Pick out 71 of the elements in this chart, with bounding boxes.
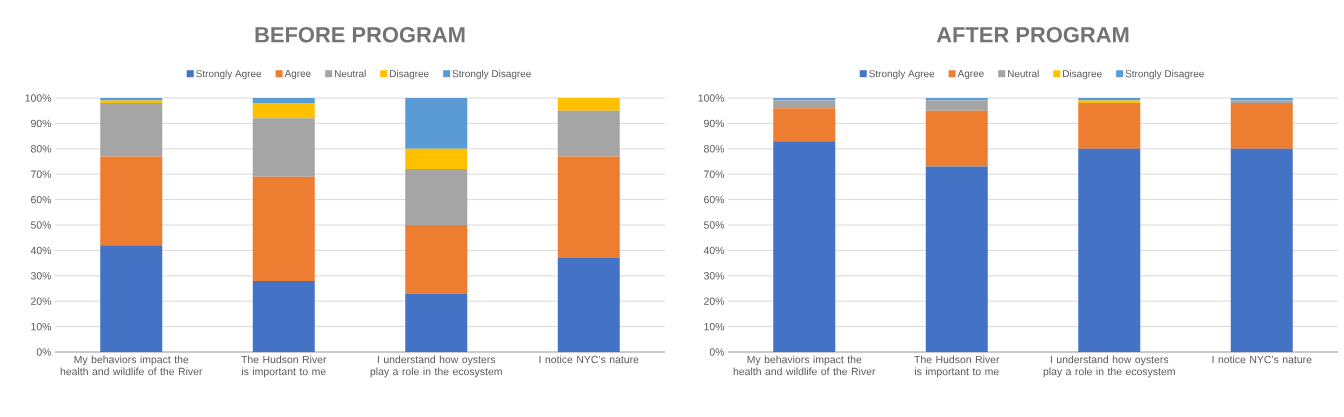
bar xyxy=(405,98,468,149)
y-tick-label: 60% xyxy=(704,195,725,204)
bar xyxy=(773,108,836,142)
legend-label: Agree xyxy=(957,70,984,79)
y-tick-label: 20% xyxy=(704,297,725,305)
bar xyxy=(100,103,163,157)
y-tick-label: 10% xyxy=(704,322,725,331)
y-tick-label: 90% xyxy=(704,119,725,128)
bar xyxy=(252,103,315,119)
y-tick-label: 50% xyxy=(30,221,52,229)
y-tick-label: 10% xyxy=(31,322,52,331)
legend-label: Strongly Disagree xyxy=(1125,69,1204,80)
bar xyxy=(925,166,988,352)
x-tick-label: I notice NYC’s nature xyxy=(1212,355,1312,364)
y-tick-label: 30% xyxy=(30,272,52,280)
bar xyxy=(252,118,315,177)
chart-title: AFTER PROGRAM xyxy=(936,26,1129,43)
chart-title: BEFORE PROGRAM xyxy=(255,26,465,43)
y-tick-label: 0% xyxy=(36,348,52,356)
bar xyxy=(557,258,620,352)
bar xyxy=(405,169,468,225)
bar xyxy=(925,98,988,101)
bar xyxy=(925,110,988,167)
legend-label: Strongly Agree xyxy=(196,69,262,80)
y-tick-label: 30% xyxy=(703,272,725,280)
bar xyxy=(1230,148,1293,352)
bar xyxy=(100,156,163,246)
x-tick-label: I notice NYC’s nature xyxy=(539,355,639,364)
legend-label: Disagree xyxy=(1063,69,1102,80)
bar xyxy=(773,100,836,109)
y-tick-label: 40% xyxy=(30,246,52,255)
bar xyxy=(252,280,315,352)
legend-label: Agree xyxy=(284,70,311,79)
bar xyxy=(405,225,468,294)
legend-label: Disagree xyxy=(390,69,429,80)
y-tick-label: 100% xyxy=(698,94,725,102)
bar xyxy=(252,176,315,281)
y-tick-label: 100% xyxy=(25,94,52,102)
y-tick-label: 90% xyxy=(31,119,52,128)
bar xyxy=(557,110,620,157)
bar xyxy=(405,293,468,352)
bar xyxy=(252,98,315,104)
y-tick-label: 70% xyxy=(704,170,725,178)
y-tick-label: 60% xyxy=(31,195,52,204)
bar xyxy=(1078,103,1141,149)
bar xyxy=(1230,103,1293,149)
x-tick-label: The Hudson River is important to me xyxy=(914,355,1000,378)
legend-label: Strongly Disagree xyxy=(452,69,531,80)
bar xyxy=(925,100,988,111)
x-tick-label: I understand how oysters play a role in the ecosystem xyxy=(1043,355,1175,378)
x-tick-label: My behaviors impact the health and wildlife of the River xyxy=(60,355,203,376)
x-tick-label: I understand how oysters play a role in the ecosystem xyxy=(370,355,502,378)
bar xyxy=(405,148,468,170)
bar xyxy=(557,156,620,259)
y-tick-label: 70% xyxy=(31,170,52,178)
y-tick-label: 20% xyxy=(31,297,52,305)
legend-label: Strongly Agree xyxy=(869,69,935,80)
bar xyxy=(557,98,620,111)
y-tick-label: 40% xyxy=(703,246,725,255)
bar xyxy=(773,98,836,101)
bar xyxy=(773,141,836,352)
bar xyxy=(100,245,163,352)
y-tick-label: 50% xyxy=(703,221,725,229)
y-tick-label: 80% xyxy=(704,145,725,153)
legend-label: Neutral xyxy=(334,69,366,78)
x-tick-label: The Hudson River is important to me xyxy=(241,355,327,378)
legend-label: Neutral xyxy=(1007,69,1039,78)
bar xyxy=(1078,148,1141,352)
x-tick-label: My behaviors impact the health and wildlife of the River xyxy=(733,355,876,376)
y-tick-label: 80% xyxy=(31,145,52,153)
y-tick-label: 0% xyxy=(709,348,725,356)
